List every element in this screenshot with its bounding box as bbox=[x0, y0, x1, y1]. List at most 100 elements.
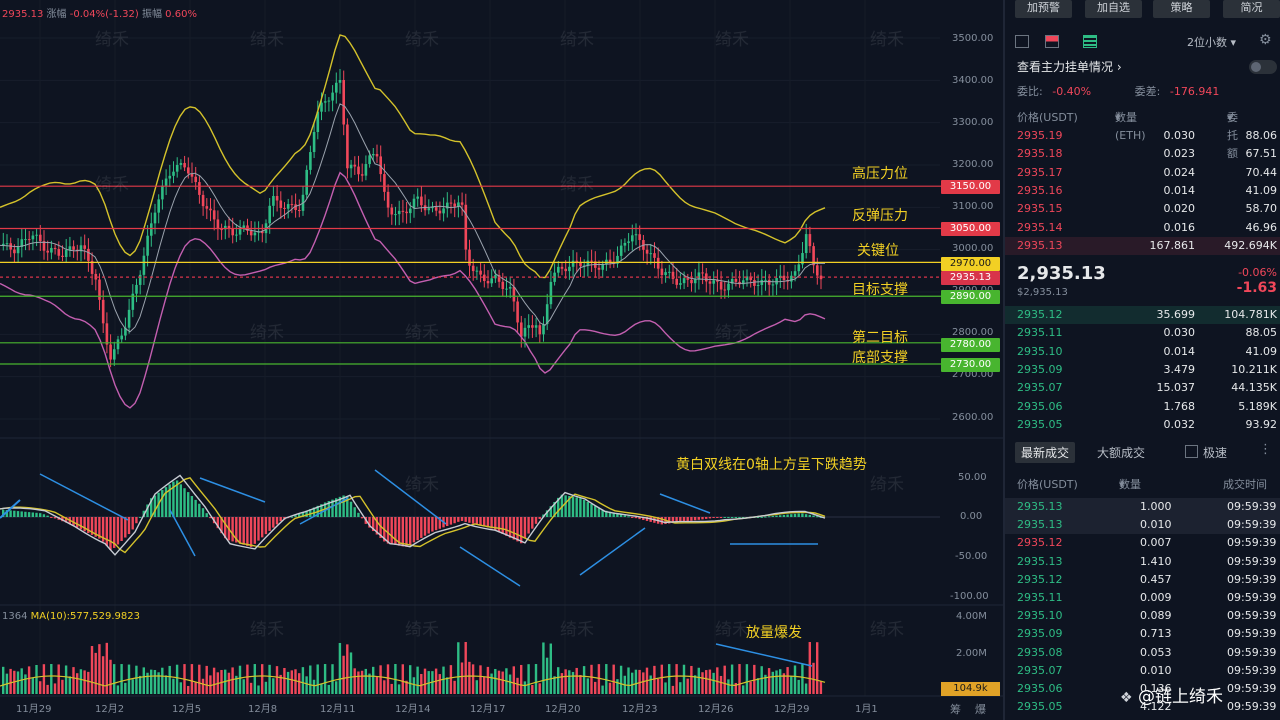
add-favorite-button[interactable]: 加自选 bbox=[1085, 0, 1142, 18]
ask-row[interactable]: 2935.19 0.030 88.06 bbox=[1005, 127, 1280, 145]
layout-bids-icon[interactable] bbox=[1083, 35, 1097, 48]
candle-body bbox=[101, 299, 105, 324]
order-amount: 44.135K bbox=[1231, 381, 1277, 395]
bid-row[interactable]: 2935.06 1.768 5.189K bbox=[1005, 398, 1280, 416]
ob-header-qty[interactable]: 数量 (ETH) ▾ bbox=[1115, 109, 1146, 142]
order-amount: 88.05 bbox=[1245, 326, 1278, 340]
trade-time: 09:59:39 bbox=[1227, 500, 1277, 513]
volume-bar bbox=[187, 685, 190, 694]
macd-bar bbox=[409, 517, 412, 545]
order-price: 2935.15 bbox=[1017, 202, 1063, 216]
tab-latest-trades[interactable]: 最新成交 bbox=[1015, 442, 1076, 463]
candle-body bbox=[286, 204, 290, 209]
macd-bar bbox=[682, 517, 686, 522]
macd-bar bbox=[61, 517, 64, 522]
ask-row[interactable]: 2935.17 0.024 70.44 bbox=[1005, 164, 1280, 182]
settings-icon[interactable]: ⚙ bbox=[1259, 32, 1272, 48]
macd-bar bbox=[264, 517, 268, 535]
candle-body bbox=[420, 196, 423, 206]
bid-row[interactable]: 2935.11 0.030 88.05 bbox=[1005, 324, 1280, 342]
ask-row[interactable]: 2935.15 0.020 58.70 bbox=[1005, 200, 1280, 218]
trade-time: 09:59:39 bbox=[1227, 536, 1277, 550]
corner-label-2[interactable]: 爆 bbox=[975, 703, 986, 716]
ask-row[interactable]: 2935.13 167.861 492.694K bbox=[1005, 236, 1280, 255]
volume-bar bbox=[390, 683, 393, 694]
macd-bar bbox=[168, 484, 171, 517]
macd-bar bbox=[379, 517, 382, 538]
macd-bar bbox=[782, 514, 786, 517]
tab-large-trades[interactable]: 大额成交 bbox=[1097, 446, 1146, 460]
fast-checkbox[interactable] bbox=[1185, 445, 1198, 458]
macd-bar bbox=[723, 517, 726, 518]
macd-bar bbox=[109, 517, 112, 550]
candle-body bbox=[508, 286, 512, 289]
volume-bar bbox=[771, 671, 774, 694]
volume-bar bbox=[298, 673, 301, 694]
trades-header-qty[interactable]: 数量(ETH) ▾ bbox=[1119, 476, 1150, 509]
volume-bar bbox=[634, 669, 638, 694]
bid-row[interactable]: 2935.09 3.479 10.211K bbox=[1005, 361, 1280, 379]
corner-label-1[interactable]: 筹 bbox=[950, 703, 961, 716]
volume-bar bbox=[779, 669, 782, 694]
macd-bar bbox=[486, 517, 490, 528]
macd-bar bbox=[527, 517, 530, 534]
watermark-text: 绮禾 bbox=[560, 30, 594, 50]
candle-body bbox=[756, 284, 760, 286]
candle-body bbox=[146, 235, 149, 256]
bid-row[interactable]: 2935.05 0.032 93.92 bbox=[1005, 416, 1280, 434]
volume-bar bbox=[409, 665, 412, 694]
volume-bar bbox=[475, 680, 478, 694]
watermark-text: 绮禾 bbox=[870, 620, 904, 640]
candle-body bbox=[416, 196, 419, 199]
candle-body bbox=[275, 196, 279, 201]
candle-body bbox=[638, 234, 641, 241]
macd-bar bbox=[405, 517, 408, 547]
layout-asks-icon[interactable] bbox=[1045, 35, 1059, 48]
volume-bar bbox=[527, 664, 530, 694]
macd-bar bbox=[42, 514, 46, 517]
volume-bar bbox=[72, 667, 75, 694]
volume-bar bbox=[730, 664, 734, 694]
candle-body bbox=[383, 174, 386, 192]
trade-price: 2935.12 bbox=[1017, 536, 1063, 550]
candle-body bbox=[512, 286, 516, 302]
volume-bar bbox=[150, 669, 153, 694]
trades-header-price: 价格(USDT) bbox=[1017, 478, 1078, 491]
ask-row[interactable]: 2935.16 0.014 41.09 bbox=[1005, 182, 1280, 200]
volume-bar bbox=[164, 675, 168, 694]
trades-header-time: 成交时间 bbox=[1223, 478, 1267, 491]
depth-toggle[interactable] bbox=[1249, 60, 1277, 74]
overview-button[interactable]: 简况 bbox=[1223, 0, 1280, 18]
candle-body bbox=[564, 268, 567, 272]
fast-label: 极速 bbox=[1203, 446, 1228, 460]
candle-body bbox=[409, 208, 412, 214]
bid-row[interactable]: 2935.07 15.037 44.135K bbox=[1005, 379, 1280, 397]
date-label: 12月26 bbox=[698, 704, 734, 715]
ratio-label: 委比: bbox=[1017, 85, 1043, 98]
volume-bar bbox=[94, 652, 97, 694]
volume-bar bbox=[31, 677, 34, 694]
candle-body bbox=[294, 204, 297, 211]
volume-bar bbox=[723, 665, 726, 694]
ob-header-amount[interactable]: 委托额 ▾ bbox=[1227, 109, 1238, 160]
order-amount: 492.694K bbox=[1224, 238, 1277, 252]
depth-link[interactable]: 查看主力挂单情况 › bbox=[1017, 58, 1122, 75]
decimals-select[interactable]: 2位小数 ▾ bbox=[1187, 34, 1236, 50]
orderbook-header: 价格(USDT) 数量 (ETH) ▾ 委托额 ▾ bbox=[1005, 109, 1280, 160]
volume-bar bbox=[664, 682, 667, 694]
ask-row[interactable]: 2935.14 0.016 46.96 bbox=[1005, 219, 1280, 237]
panel-divider[interactable] bbox=[1003, 0, 1005, 720]
chart-area[interactable]: 2935.13 涨幅 -0.04%(-1.32) 振幅 0.60% 绮禾 绮禾 绮禾… bbox=[0, 0, 1202, 720]
candlestick-chart[interactable] bbox=[0, 0, 1003, 720]
bid-row[interactable]: 2935.10 0.014 41.09 bbox=[1005, 343, 1280, 361]
layout-both-icon[interactable] bbox=[1015, 35, 1029, 48]
ask-row[interactable]: 2935.18 0.023 67.51 bbox=[1005, 145, 1280, 163]
candle-body bbox=[372, 154, 375, 156]
strategy-button[interactable]: 策略 bbox=[1153, 0, 1210, 18]
candle-body bbox=[312, 132, 316, 153]
macd-bar bbox=[342, 495, 345, 517]
more-options-icon[interactable]: ⋮ bbox=[1259, 442, 1272, 457]
add-alert-button[interactable]: 加预警 bbox=[1015, 0, 1072, 18]
candle-body bbox=[368, 155, 371, 165]
bid-row[interactable]: 2935.12 35.699 104.781K bbox=[1005, 306, 1280, 324]
